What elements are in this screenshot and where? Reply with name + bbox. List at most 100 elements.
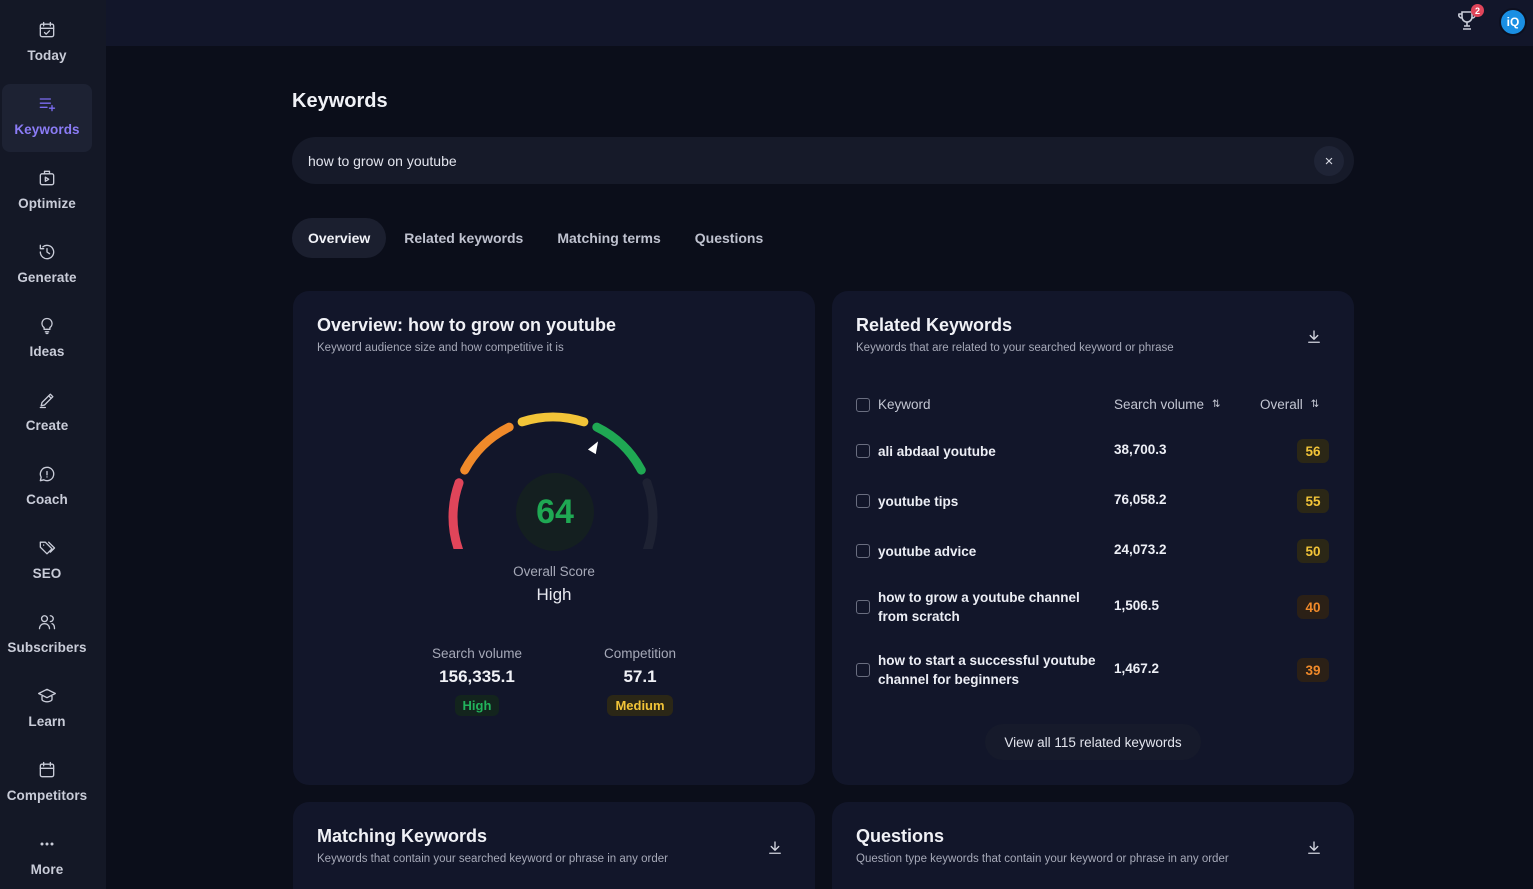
sidebar-item-label: Competitors xyxy=(6,788,88,803)
table-header: Keyword Search volume ⇅ Overall ⇅ xyxy=(856,395,1331,415)
related-subtitle: Keywords that are related to your search… xyxy=(856,342,1174,354)
gauge-segment-track xyxy=(642,478,658,549)
sidebar-item-today[interactable]: Today xyxy=(2,10,92,78)
sidebar-item-generate[interactable]: Generate xyxy=(2,232,92,300)
sidebar-item-label: Ideas xyxy=(29,344,65,359)
sidebar-item-competitors[interactable]: Competitors xyxy=(2,750,92,818)
sidebar-item-more[interactable]: More xyxy=(2,824,92,889)
overall-score-level: High xyxy=(536,585,572,604)
score-gauge xyxy=(448,412,658,549)
row-checkbox[interactable] xyxy=(856,494,870,508)
competition-badge: Medium xyxy=(607,695,673,716)
column-overall-label: Overall xyxy=(1260,397,1303,412)
overview-card: Overview: how to grow on youtube Keyword… xyxy=(293,291,815,785)
download-icon[interactable] xyxy=(1300,834,1328,862)
overall-score-badge: 40 xyxy=(1297,595,1329,619)
gauge-pointer xyxy=(587,441,599,455)
overview-subtitle: Keyword audience size and how competitiv… xyxy=(317,342,564,354)
table-row[interactable]: youtube tips 76,058.2 55 xyxy=(856,489,1331,513)
keyword-text: how to start a successful youtube channe… xyxy=(878,653,1096,687)
search-volume-metric: Search volume 156,335.1 High xyxy=(407,646,547,716)
page-title: Keywords xyxy=(292,90,388,112)
sidebar-item-label: Today xyxy=(27,48,67,63)
overview-title: Overview: how to grow on youtube xyxy=(317,315,617,335)
sort-icon: ⇅ xyxy=(1310,399,1320,411)
sidebar-item-label: Create xyxy=(25,418,69,433)
table-row[interactable]: ali abdaal youtube 38,700.3 56 xyxy=(856,439,1331,463)
competition-value: 57.1 xyxy=(623,667,657,686)
matching-keywords-card: Matching Keywords Keywords that contain … xyxy=(293,802,815,889)
sidebar: Today Keywords Optimize Generate Ideas C… xyxy=(0,0,106,889)
gauge-segment-green xyxy=(592,422,646,475)
column-keyword: Keyword xyxy=(878,397,931,412)
avatar[interactable]: iQ xyxy=(1499,8,1527,36)
sidebar-item-coach[interactable]: Coach xyxy=(2,454,92,522)
questions-title: Questions xyxy=(856,826,945,846)
sidebar-item-label: Subscribers xyxy=(7,640,87,655)
overall-score-value: 64 xyxy=(516,473,594,551)
overall-score-badge: 55 xyxy=(1297,489,1329,513)
search-volume-text: 76,058.2 xyxy=(1114,492,1167,507)
competition-metric: Competition 57.1 Medium xyxy=(570,646,710,716)
keyword-text: youtube advice xyxy=(878,544,977,559)
keywords-list-icon xyxy=(35,92,59,116)
tab-overview[interactable]: Overview xyxy=(292,218,387,258)
table-row[interactable]: how to start a successful youtube channe… xyxy=(856,651,1331,689)
overall-score-badge: 56 xyxy=(1297,439,1329,463)
gauge-segment-orange xyxy=(460,422,514,475)
sidebar-item-label: Optimize xyxy=(18,196,76,211)
view-all-related-button[interactable]: View all 115 related keywords xyxy=(985,724,1201,760)
search-volume-text: 1,467.2 xyxy=(1114,661,1160,676)
sidebar-item-label: Learn xyxy=(28,714,66,729)
sidebar-item-subscribers[interactable]: Subscribers xyxy=(2,602,92,670)
table-row[interactable]: youtube advice 24,073.2 50 xyxy=(856,539,1331,563)
sidebar-item-create[interactable]: Create xyxy=(2,380,92,448)
search-volume-badge: High xyxy=(454,695,500,716)
sidebar-item-label: Coach xyxy=(26,492,68,507)
search-volume-label: Search volume xyxy=(431,646,523,661)
row-checkbox[interactable] xyxy=(856,663,870,677)
sidebar-item-label: More xyxy=(30,862,64,877)
row-checkbox[interactable] xyxy=(856,600,870,614)
users-icon xyxy=(35,610,59,634)
tab-related-keywords[interactable]: Related keywords xyxy=(404,230,524,246)
row-checkbox[interactable] xyxy=(856,444,870,458)
tab-questions[interactable]: Questions xyxy=(694,230,764,246)
sidebar-item-label: Keywords xyxy=(14,122,80,137)
gauge-segment-yellow xyxy=(517,412,589,427)
download-icon[interactable] xyxy=(761,834,789,862)
optimize-icon xyxy=(35,166,59,190)
chat-bubble-icon xyxy=(35,462,59,486)
sidebar-item-keywords[interactable]: Keywords xyxy=(2,84,92,152)
search-input[interactable] xyxy=(308,150,1288,172)
table-row[interactable]: how to grow a youtube channel from scrat… xyxy=(856,588,1331,626)
overall-score-badge: 39 xyxy=(1297,658,1329,682)
close-icon[interactable]: × xyxy=(1314,146,1344,176)
pencil-icon xyxy=(35,388,59,412)
download-icon[interactable] xyxy=(1300,323,1328,351)
sidebar-item-optimize[interactable]: Optimize xyxy=(2,158,92,226)
lightbulb-icon xyxy=(35,314,59,338)
row-checkbox[interactable] xyxy=(856,544,870,558)
tags-icon xyxy=(35,536,59,560)
related-keywords-card: Related Keywords Keywords that are relat… xyxy=(832,291,1354,785)
related-title: Related Keywords xyxy=(856,315,1013,335)
search-volume-text: 38,700.3 xyxy=(1114,442,1167,457)
overall-score-label: Overall Score xyxy=(513,564,595,579)
sidebar-item-label: SEO xyxy=(32,566,62,581)
graduation-cap-icon xyxy=(35,684,59,708)
sidebar-item-learn[interactable]: Learn xyxy=(2,676,92,744)
sidebar-item-seo[interactable]: SEO xyxy=(2,528,92,596)
matching-title: Matching Keywords xyxy=(317,826,488,846)
keyword-text: how to grow a youtube channel from scrat… xyxy=(878,590,1080,624)
column-overall[interactable]: Overall ⇅ xyxy=(1260,397,1319,412)
select-all-checkbox[interactable] xyxy=(856,398,870,412)
tab-matching-terms[interactable]: Matching terms xyxy=(557,230,661,246)
search-volume-value: 156,335.1 xyxy=(439,667,515,686)
column-search-volume[interactable]: Search volume ⇅ xyxy=(1114,397,1220,412)
search-volume-text: 24,073.2 xyxy=(1114,542,1167,557)
calendar-icon xyxy=(35,758,59,782)
sidebar-item-ideas[interactable]: Ideas xyxy=(2,306,92,374)
more-dots-icon xyxy=(35,832,59,856)
keyword-text: ali abdaal youtube xyxy=(878,444,996,459)
